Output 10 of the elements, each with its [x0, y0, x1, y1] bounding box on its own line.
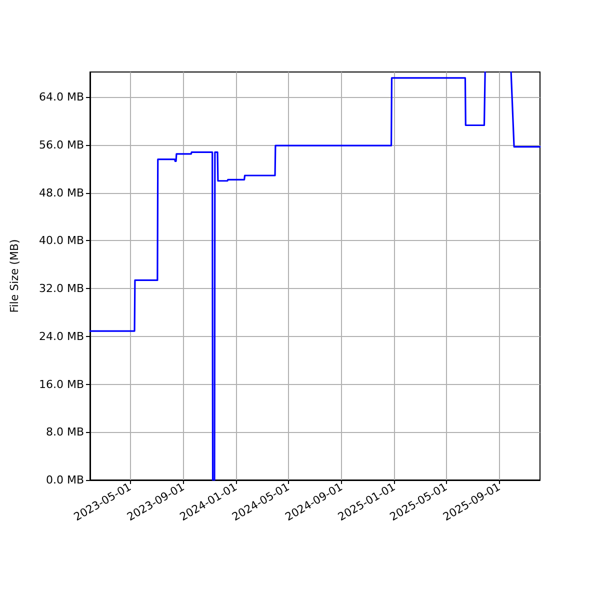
y-tick-label: 8.0 MB [46, 426, 84, 439]
y-tick-label: 40.0 MB [38, 234, 84, 248]
y-tick-label: 48.0 MB [38, 186, 84, 200]
y-tick-label: 32.0 MB [38, 282, 84, 296]
y-tick-label: 16.0 MB [38, 378, 84, 391]
y-tick-label: 56.0 MB [38, 138, 84, 152]
y-axis-title: File Size (MB) [8, 239, 21, 313]
y-tick-label: 24.0 MB [38, 330, 84, 343]
y-tick-label: 64.0 MB [38, 90, 84, 104]
y-tick-label: 0.0 MB [46, 474, 84, 486]
